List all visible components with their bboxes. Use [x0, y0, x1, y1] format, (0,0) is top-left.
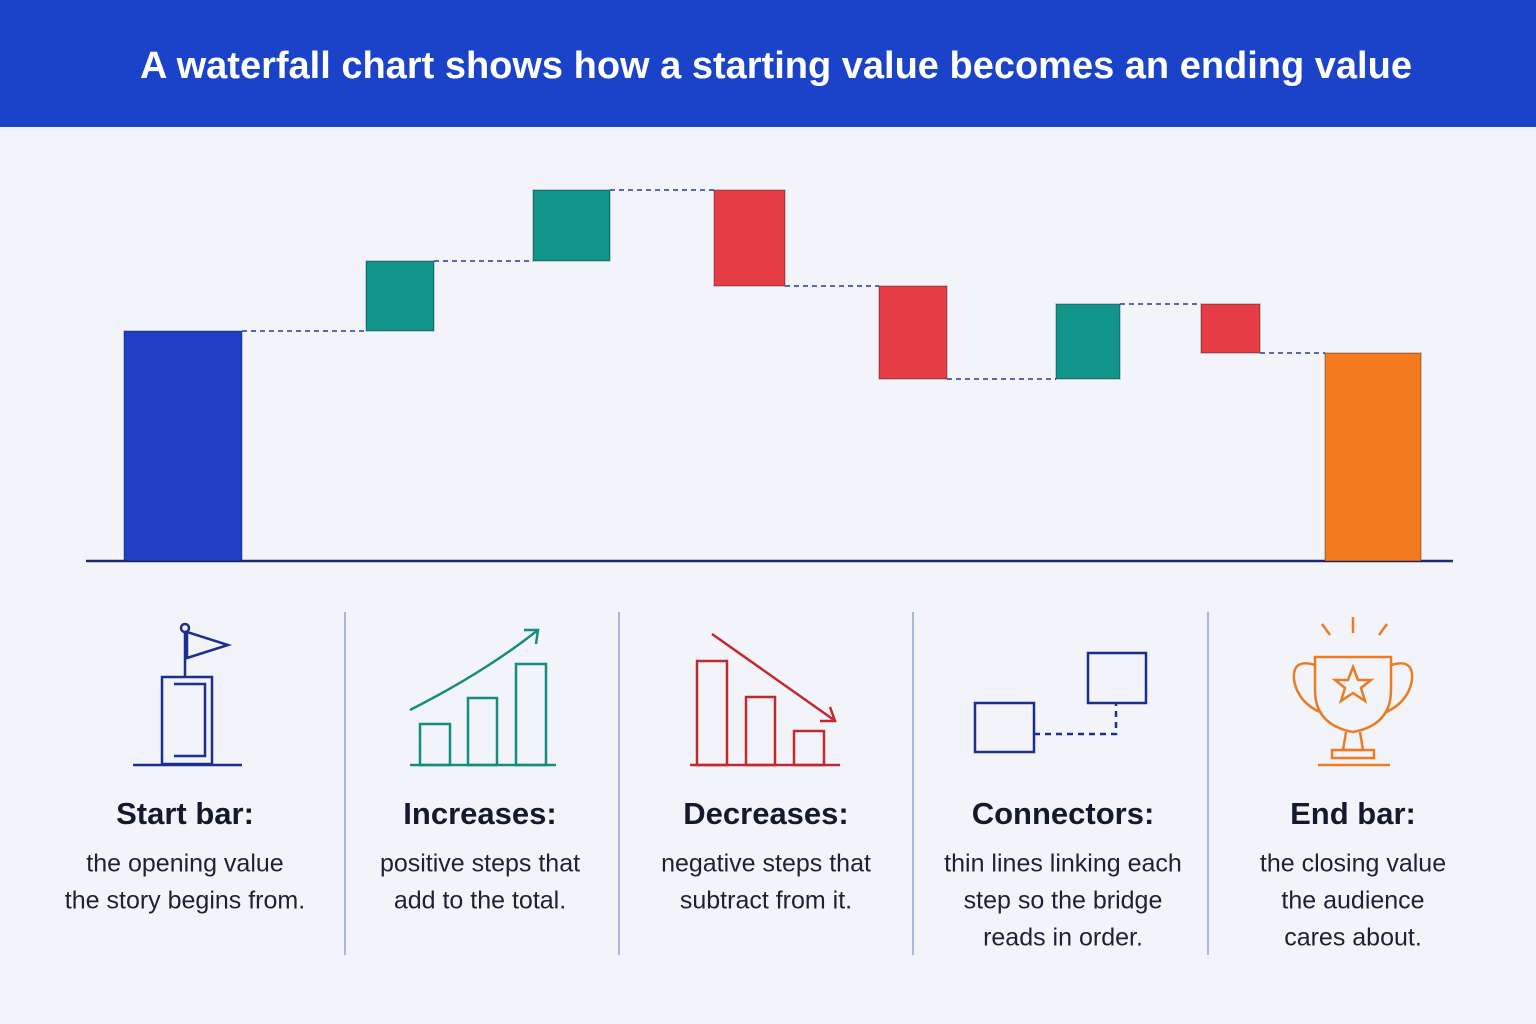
note-line: the opening value	[86, 850, 283, 878]
note-title: Connectors:	[972, 796, 1155, 831]
note-title: End bar:	[1290, 796, 1416, 831]
bar	[878, 285, 948, 380]
increase-icon	[409, 628, 556, 767]
note-line: positive steps that	[380, 850, 580, 878]
start-icon	[133, 622, 242, 767]
note-line: add to the total.	[394, 887, 566, 915]
note-line: cares about.	[1284, 924, 1422, 952]
note-line: the story begins from.	[65, 887, 305, 915]
decrease-icon	[690, 632, 840, 767]
note-title: Start bar:	[116, 796, 254, 831]
chart-title: A waterfall chart shows how a starting v…	[140, 45, 1412, 87]
bar	[123, 330, 243, 562]
note-line: step so the bridge	[964, 887, 1163, 915]
bar	[1055, 303, 1121, 380]
bar	[365, 260, 435, 332]
connector-icon	[973, 651, 1148, 754]
bar	[713, 189, 786, 287]
trophy-icon	[1292, 617, 1414, 767]
note-title: Increases:	[403, 796, 556, 831]
note-line: thin lines linking each	[944, 850, 1182, 878]
bar	[532, 189, 611, 262]
bar	[1200, 303, 1261, 354]
header-band	[0, 0, 1536, 127]
note-line: subtract from it.	[680, 887, 852, 915]
bar	[1324, 352, 1422, 562]
note-line: the closing value	[1260, 850, 1446, 878]
dividers	[344, 612, 1209, 955]
note-line: reads in order.	[983, 924, 1143, 952]
note-line: negative steps that	[661, 850, 871, 878]
note-title: Decreases:	[683, 796, 848, 831]
note-line: the audience	[1281, 887, 1424, 915]
